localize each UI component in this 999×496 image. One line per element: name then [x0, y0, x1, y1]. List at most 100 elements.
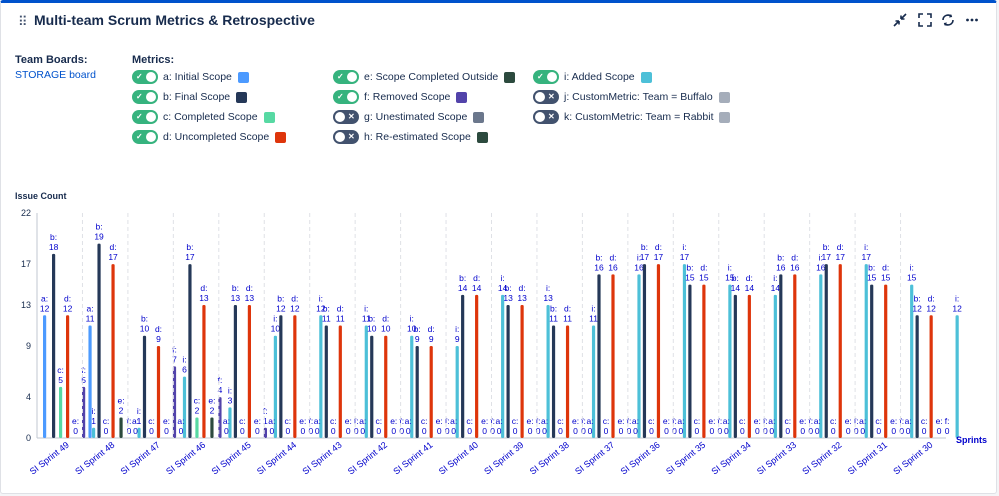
bar-series-label: a: — [223, 416, 230, 426]
bar-value-label: 0 — [127, 426, 132, 436]
metric-f-toggle[interactable]: ✓ — [333, 90, 359, 104]
metric-h-toggle[interactable]: ✕ — [333, 130, 359, 144]
bar-series-label: d: — [200, 283, 207, 293]
bar-d — [247, 305, 251, 438]
bar-value-label: 16 — [790, 262, 800, 272]
bar-series-label: a: — [496, 416, 503, 426]
metric-a-toggle[interactable]: ✓ — [132, 70, 158, 84]
refresh-icon[interactable] — [938, 12, 958, 30]
bar-value-label: 0 — [269, 426, 274, 436]
metric-b-toggle[interactable]: ✓ — [132, 90, 158, 104]
bar-series-label: f: — [127, 416, 132, 426]
fullscreen-icon[interactable] — [915, 12, 935, 30]
bar-i — [455, 345, 459, 438]
bar-value-label: 17 — [654, 252, 664, 262]
bar-i — [819, 274, 823, 438]
bar-series-label: a: — [132, 416, 139, 426]
bar-b — [324, 325, 328, 438]
bar-series-label: b: — [50, 232, 57, 242]
metric-j-color-swatch — [718, 91, 730, 103]
metric-k-color-swatch — [719, 111, 731, 123]
bar-series-label: f: — [445, 416, 450, 426]
bar-value-label: 0 — [528, 426, 533, 436]
bar-value-label: 0 — [451, 426, 456, 436]
drag-handle-icon[interactable]: ⠿ — [18, 14, 27, 29]
bar-b — [506, 305, 510, 438]
bar-value-label: 2 — [195, 406, 200, 416]
bar-series-label: f: — [945, 416, 950, 426]
metric-c-label: c: Completed Scope — [163, 111, 258, 123]
bar-series-label: i: — [319, 293, 323, 303]
bar-value-label: 0 — [846, 426, 851, 436]
bar-value-label: 9 — [415, 334, 420, 344]
bar-b — [824, 264, 828, 438]
bar-value-label: 16 — [608, 262, 618, 272]
metric-d-toggle[interactable]: ✓ — [132, 130, 158, 144]
bar-b — [642, 264, 647, 438]
bar-value-label: 16 — [634, 262, 644, 272]
bar-value-label: 0 — [854, 426, 859, 436]
toggle-knob — [347, 92, 357, 102]
bar-value-label: 0 — [695, 426, 700, 436]
bar-series-label: e: — [663, 416, 670, 426]
bar-b — [415, 345, 419, 438]
bar-series-label: b: — [323, 304, 330, 314]
bar-value-label: 0 — [808, 426, 813, 436]
metric-j-toggle[interactable]: ✕ — [533, 90, 559, 104]
metric-d-label: d: Uncompleted Scope — [163, 131, 270, 143]
bar-value-label: 0 — [346, 426, 351, 436]
team-board-link[interactable]: STORAGE board — [15, 69, 96, 81]
bar-series-label: a: — [177, 416, 184, 426]
bar-i — [682, 264, 687, 438]
bar-d — [838, 264, 842, 438]
metric-e-toggle[interactable]: ✓ — [333, 70, 359, 84]
bar-value-label: 2 — [210, 406, 215, 416]
bar-value-label: 11 — [563, 314, 572, 324]
bar-series-label: c: — [103, 416, 110, 426]
bar-series-label: f: — [536, 416, 541, 426]
bar-series-label: f: — [263, 406, 268, 416]
bar-value-label: 16 — [594, 262, 604, 272]
bar-value-label: 17 — [822, 252, 832, 262]
bar-d — [66, 315, 70, 438]
bar-series-label: d: — [564, 304, 571, 314]
bar-series-label: i: — [910, 263, 914, 273]
bar-i — [228, 407, 232, 438]
x-category-label: SI Sprint 44 — [255, 440, 298, 477]
bar-series-label: e: — [345, 416, 352, 426]
bar-d — [702, 284, 706, 438]
bar-i — [501, 294, 505, 438]
bar-value-label: 12 — [290, 303, 300, 313]
x-category-label: SI Sprint 34 — [709, 440, 752, 477]
metric-c-toggle[interactable]: ✓ — [132, 110, 158, 124]
bar-value-label: 11 — [336, 314, 345, 324]
bar-series-label: a: — [450, 416, 457, 426]
bar-series-label: i: — [364, 304, 368, 314]
bar-b — [870, 284, 874, 438]
bar-series-label: c: — [648, 416, 655, 426]
x-category-label: SI Sprint 31 — [846, 440, 889, 477]
bar-i — [773, 294, 777, 438]
toggle-knob — [535, 112, 545, 122]
bar-value-label: 0 — [633, 426, 638, 436]
check-icon: ✓ — [136, 92, 143, 101]
metric-i-toggle[interactable]: ✓ — [533, 70, 559, 84]
bar-series-label: c: — [466, 416, 473, 426]
bar-series-label: b: — [641, 242, 648, 252]
bar-value-label: 15 — [881, 273, 891, 283]
bar-value-label: 14 — [731, 283, 741, 293]
metric-g-toggle[interactable]: ✕ — [333, 110, 359, 124]
metric-k-toggle[interactable]: ✕ — [533, 110, 559, 124]
bar-i — [955, 315, 959, 438]
scrum-metrics-bar-chart: Issue Count049131722a:12b:18c:5d:12e:0f:… — [15, 191, 987, 477]
bar-a — [43, 315, 47, 438]
collapse-icon[interactable] — [890, 12, 910, 30]
bar-value-label: 0 — [831, 426, 836, 436]
bar-b — [551, 325, 556, 438]
bar-value-label: 12 — [276, 303, 286, 313]
bar-b — [52, 253, 56, 438]
bar-series-label: b: — [732, 273, 739, 283]
more-icon[interactable] — [962, 12, 982, 30]
toggle-knob — [547, 72, 557, 82]
bar-value-label: 0 — [300, 426, 305, 436]
